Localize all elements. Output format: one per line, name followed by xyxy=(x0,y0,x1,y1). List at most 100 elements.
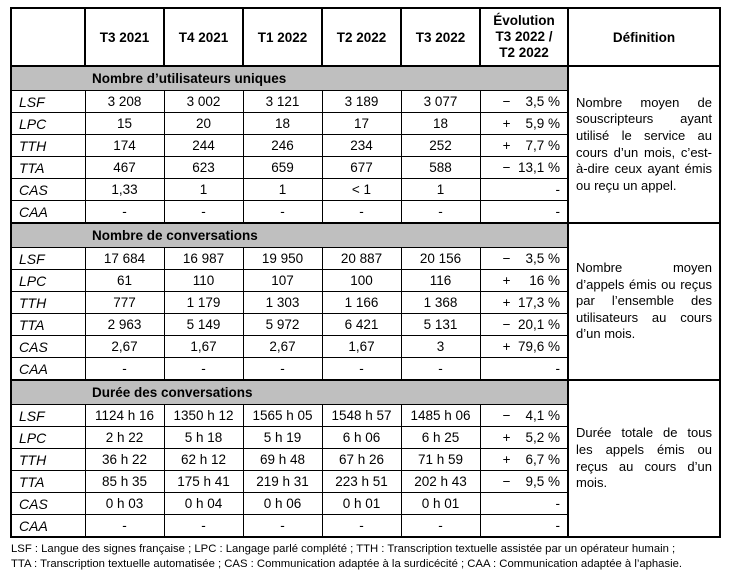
value-cell: - xyxy=(321,200,402,224)
value-cell: 62 h 12 xyxy=(163,448,244,471)
evolution-cell: + 7,7 % xyxy=(479,134,569,157)
value-cell: 0 h 06 xyxy=(242,492,323,515)
column-header-t2-2022: T2 2022 xyxy=(321,7,402,67)
value-cell: 110 xyxy=(163,269,244,292)
column-header-evolution: Évolution T3 2022 / T2 2022 xyxy=(479,7,569,67)
value-cell: 6 421 xyxy=(321,313,402,336)
value-cell: 5 131 xyxy=(400,313,481,336)
row-label: CAS xyxy=(10,178,86,201)
table-row: CAS 2,67 1,67 2,67 1,67 3 + 79,6 % xyxy=(10,335,720,358)
value-cell: 17 xyxy=(321,112,402,135)
value-cell: 0 h 03 xyxy=(84,492,165,515)
row-label: CAS xyxy=(10,492,86,515)
value-cell: 1 xyxy=(242,178,323,201)
evolution-cell: − 9,5 % xyxy=(479,470,569,493)
value-cell: 588 xyxy=(400,156,481,179)
value-cell: 116 xyxy=(400,269,481,292)
value-cell: 1124 h 16 xyxy=(84,404,165,427)
value-cell: 17 684 xyxy=(84,247,165,270)
value-cell: 3 002 xyxy=(163,90,244,113)
table-row: TTH 36 h 22 62 h 12 69 h 48 67 h 26 71 h… xyxy=(10,448,720,471)
row-label: CAA xyxy=(10,514,86,538)
value-cell: - xyxy=(400,514,481,538)
evolution-cell: - xyxy=(479,178,569,201)
value-cell: 107 xyxy=(242,269,323,292)
section-header-row: Nombre d’utilisateurs uniques Nombre moy… xyxy=(10,65,721,224)
value-cell: 36 h 22 xyxy=(84,448,165,471)
row-label: LSF xyxy=(10,247,86,270)
value-cell: 0 h 04 xyxy=(163,492,244,515)
value-cell: - xyxy=(84,200,165,224)
value-cell: 174 xyxy=(84,134,165,157)
value-cell: - xyxy=(163,514,244,538)
definition-cell: Nombre moyen d’appels émis ou reçus par … xyxy=(567,222,721,381)
value-cell: 0 h 01 xyxy=(321,492,402,515)
row-label: CAA xyxy=(10,200,86,224)
value-cell: 246 xyxy=(242,134,323,157)
value-cell: 2 963 xyxy=(84,313,165,336)
value-cell: 3 077 xyxy=(400,90,481,113)
section-title-duree: Durée des conversations xyxy=(10,379,569,405)
value-cell: 18 xyxy=(400,112,481,135)
footnote-line: LSF : Langue des signes française ; LPC … xyxy=(11,543,676,555)
evolution-cell: - xyxy=(479,514,569,538)
value-cell: 67 h 26 xyxy=(321,448,402,471)
value-cell: 467 xyxy=(84,156,165,179)
row-label: TTH xyxy=(10,134,86,157)
value-cell: 20 156 xyxy=(400,247,481,270)
evolution-cell: − 4,1 % xyxy=(479,404,569,427)
value-cell: 16 987 xyxy=(163,247,244,270)
value-cell: 1548 h 57 xyxy=(321,404,402,427)
value-cell: 252 xyxy=(400,134,481,157)
value-cell: 1350 h 12 xyxy=(163,404,244,427)
evolution-cell: - xyxy=(479,357,569,381)
table-row: LSF 1124 h 16 1350 h 12 1565 h 05 1548 h… xyxy=(10,404,720,427)
evolution-cell: + 16 % xyxy=(479,269,569,292)
section-title-conversations: Nombre de conversations xyxy=(10,222,569,248)
value-cell: 2,67 xyxy=(84,335,165,358)
value-cell: 3 208 xyxy=(84,90,165,113)
corner-cell xyxy=(10,7,86,67)
value-cell: 1 xyxy=(400,178,481,201)
table-row: LPC 61 110 107 100 116 + 16 % xyxy=(10,269,720,292)
section-title-utilisateurs: Nombre d’utilisateurs uniques xyxy=(10,65,569,91)
evolution-cell: + 5,2 % xyxy=(479,426,569,449)
value-cell: 777 xyxy=(84,291,165,314)
table-row: CAA - - - - - - xyxy=(10,514,720,538)
value-cell: - xyxy=(84,357,165,381)
table-row: CAS 0 h 03 0 h 04 0 h 06 0 h 01 0 h 01 - xyxy=(10,492,720,515)
definition-cell: Durée totale de tous les appels émis ou … xyxy=(567,379,721,538)
column-header-t1-2022: T1 2022 xyxy=(242,7,323,67)
table-row: TTA 85 h 35 175 h 41 219 h 31 223 h 51 2… xyxy=(10,470,720,493)
value-cell: 1 368 xyxy=(400,291,481,314)
evolution-cell: − 13,1 % xyxy=(479,156,569,179)
evolution-cell: - xyxy=(479,200,569,224)
row-label: TTH xyxy=(10,448,86,471)
value-cell: 223 h 51 xyxy=(321,470,402,493)
value-cell: - xyxy=(163,357,244,381)
value-cell: - xyxy=(163,200,244,224)
value-cell: 1,33 xyxy=(84,178,165,201)
table-row: CAA - - - - - - xyxy=(10,200,720,224)
value-cell: 3 189 xyxy=(321,90,402,113)
value-cell: 20 xyxy=(163,112,244,135)
value-cell: 61 xyxy=(84,269,165,292)
value-cell: 6 h 06 xyxy=(321,426,402,449)
row-label: LSF xyxy=(10,404,86,427)
value-cell: 677 xyxy=(321,156,402,179)
value-cell: 6 h 25 xyxy=(400,426,481,449)
row-label: CAS xyxy=(10,335,86,358)
value-cell: 71 h 59 xyxy=(400,448,481,471)
value-cell: 20 887 xyxy=(321,247,402,270)
row-label: TTH xyxy=(10,291,86,314)
column-header-t3-2022: T3 2022 xyxy=(400,7,481,67)
table-row: LPC 15 20 18 17 18 + 5,9 % xyxy=(10,112,720,135)
table-row: TTH 777 1 179 1 303 1 166 1 368 + 17,3 % xyxy=(10,291,720,314)
row-label: TTA xyxy=(10,313,86,336)
value-cell: 1 166 xyxy=(321,291,402,314)
evolution-cell: + 5,9 % xyxy=(479,112,569,135)
table-row: CAA - - - - - - xyxy=(10,357,720,381)
value-cell: - xyxy=(84,514,165,538)
evolution-cell: - xyxy=(479,492,569,515)
